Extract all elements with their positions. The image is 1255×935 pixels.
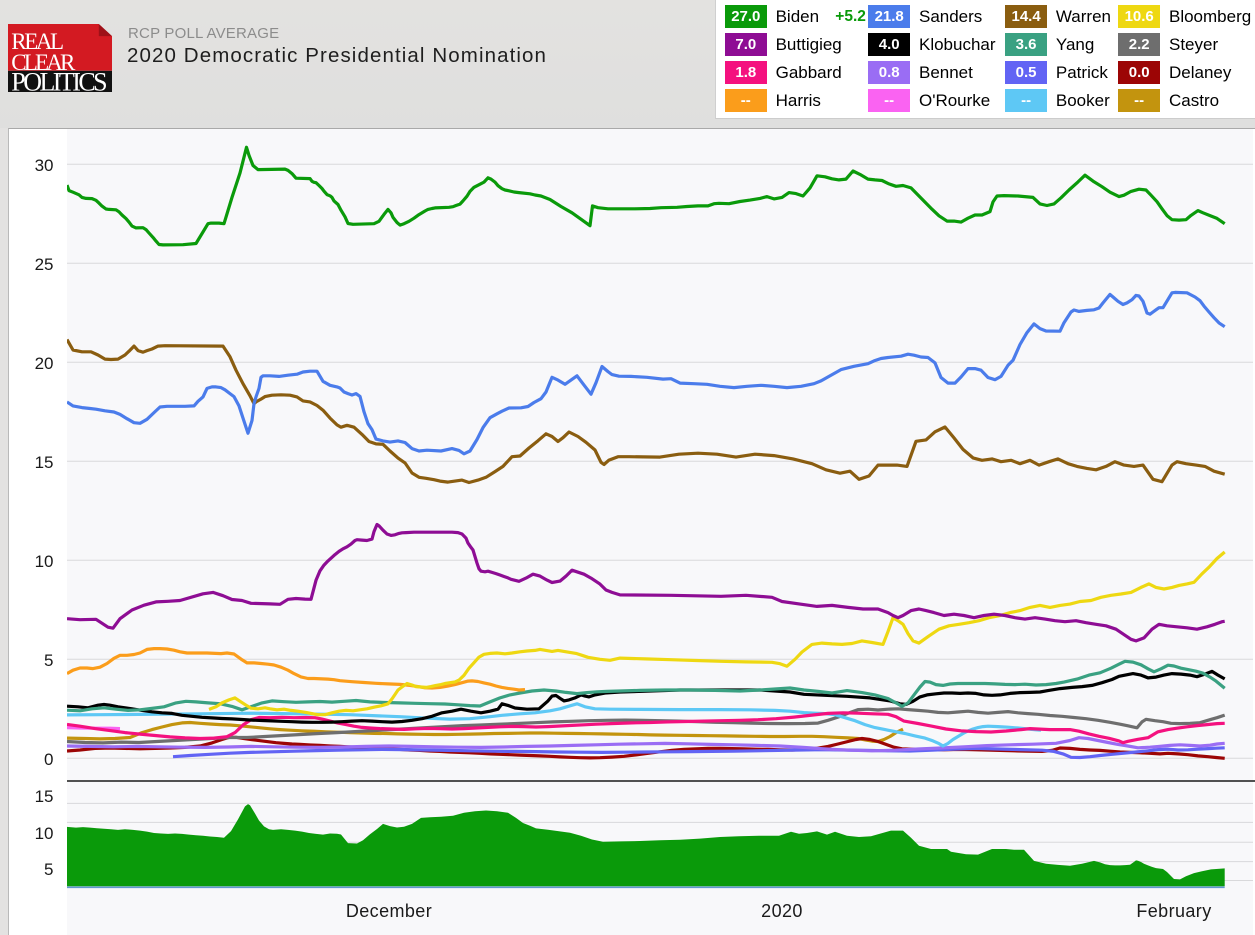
svg-text:POLITICS: POLITICS <box>11 67 107 92</box>
svg-text:REAL: REAL <box>11 29 64 54</box>
svg-text:CLEAR: CLEAR <box>11 50 76 75</box>
